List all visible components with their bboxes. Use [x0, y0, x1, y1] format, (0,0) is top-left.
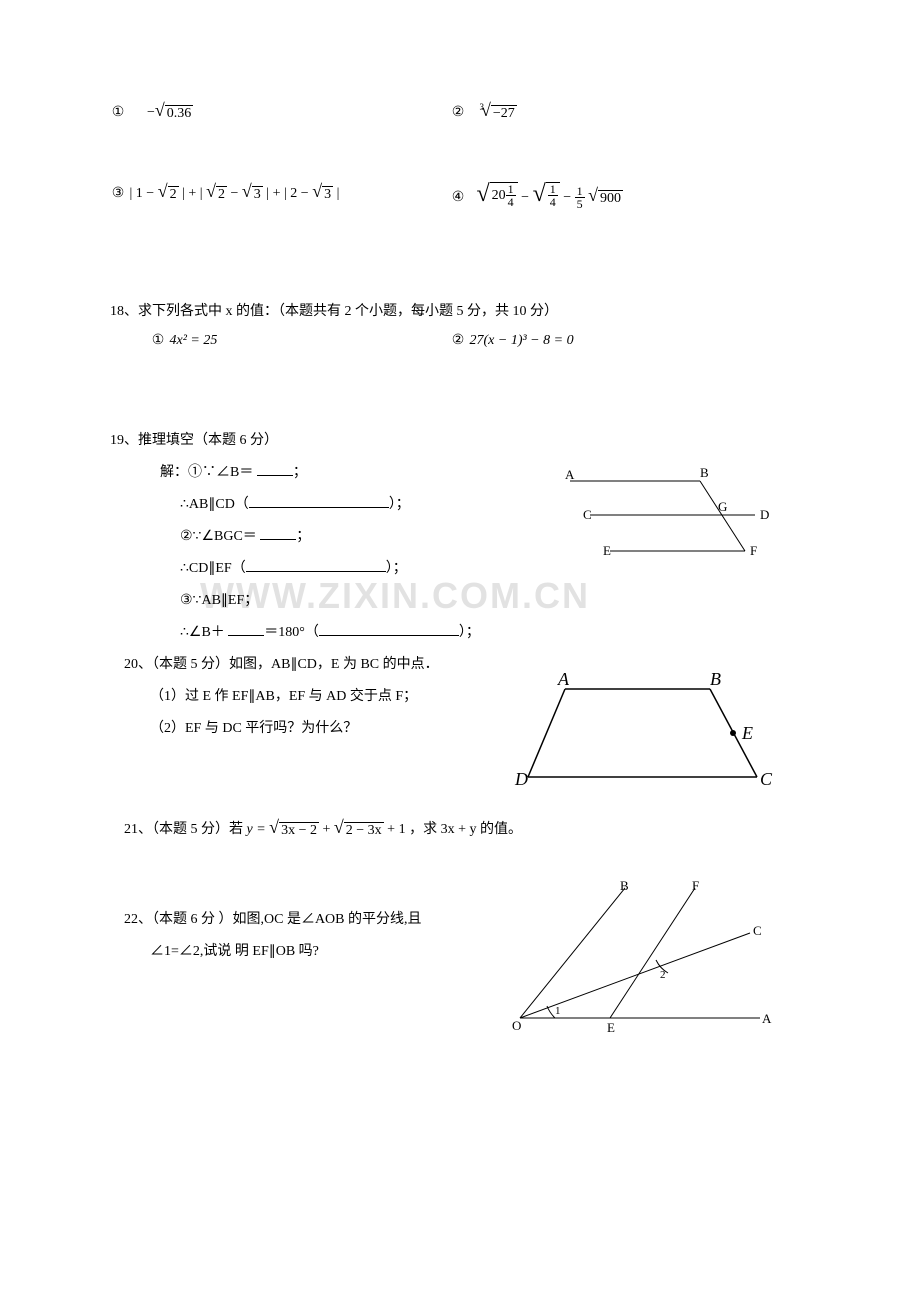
- q17-row1: ① −√0.36 ② 3√−27: [110, 100, 810, 121]
- svg-text:F: F: [750, 543, 757, 558]
- q17-row2: ③ | 1 − √2 | + | √2 − √3 | + | 2 − √3 | …: [110, 181, 810, 210]
- q19-title: 19、推理填空（本题 6 分）: [110, 429, 810, 449]
- svg-text:C: C: [583, 507, 592, 522]
- svg-text:B: B: [700, 465, 709, 480]
- svg-text:D: D: [760, 507, 769, 522]
- svg-text:D: D: [514, 769, 528, 789]
- svg-text:O: O: [512, 1018, 521, 1033]
- circ-4: ④: [450, 189, 466, 206]
- svg-text:E: E: [603, 543, 611, 558]
- q17-p2: ② 3√−27: [450, 100, 517, 121]
- circ-1: ①: [110, 104, 126, 121]
- q20-figure: A B D C E: [510, 667, 780, 797]
- svg-text:B: B: [620, 878, 629, 893]
- q18-p2: ② 27(x − 1)³ − 8 = 0: [450, 332, 574, 349]
- blank: [319, 622, 459, 636]
- svg-text:1: 1: [555, 1005, 561, 1017]
- q17-p1: ① −√0.36: [110, 100, 450, 121]
- blank: [228, 622, 264, 636]
- svg-text:F: F: [692, 878, 699, 893]
- q19-l5: ③∵AB∥EF；: [110, 589, 810, 609]
- blank: [249, 494, 389, 508]
- blank: [246, 558, 386, 572]
- q18-parts: ① 4x² = 25 ② 27(x − 1)³ − 8 = 0: [110, 332, 810, 349]
- svg-text:A: A: [762, 1011, 772, 1026]
- q18-p1: ① 4x² = 25: [110, 332, 450, 349]
- svg-text:A: A: [557, 669, 570, 689]
- blank: [260, 526, 296, 540]
- q17-p3: ③ | 1 − √2 | + | √2 − √3 | + | 2 − √3 |: [110, 181, 450, 210]
- circ-3: ③: [110, 185, 126, 202]
- svg-text:A: A: [565, 467, 575, 482]
- q19-figure: A B C D G E F: [550, 461, 790, 581]
- svg-text:C: C: [753, 923, 762, 938]
- q19-l6: ∴∠B＋ ＝180°（）；: [110, 621, 810, 641]
- svg-text:E: E: [741, 723, 753, 743]
- svg-text:2: 2: [660, 969, 666, 981]
- svg-text:B: B: [710, 669, 721, 689]
- q21: 21、（本题 5 分）若 y = √3x − 2 + √2 − 3x + 1 ，…: [110, 817, 810, 838]
- q18-title: 18、求下列各式中 x 的值：（本题共有 2 个小题，每小题 5 分，共 10 …: [110, 300, 810, 320]
- svg-text:G: G: [718, 499, 727, 514]
- q22-title-b: ∠1=∠2,试说 明 EF∥OB 吗?: [110, 940, 810, 960]
- q17-p4: ④ √2014 − √14 − 15 √900: [450, 181, 623, 210]
- circ-2: ②: [450, 104, 466, 121]
- svg-text:E: E: [607, 1020, 615, 1035]
- q22-title-a: 22、（本题 6 分 ）如图,OC 是∠AOB 的平分线,且: [110, 908, 490, 928]
- blank: [257, 462, 293, 476]
- svg-text:C: C: [760, 769, 773, 789]
